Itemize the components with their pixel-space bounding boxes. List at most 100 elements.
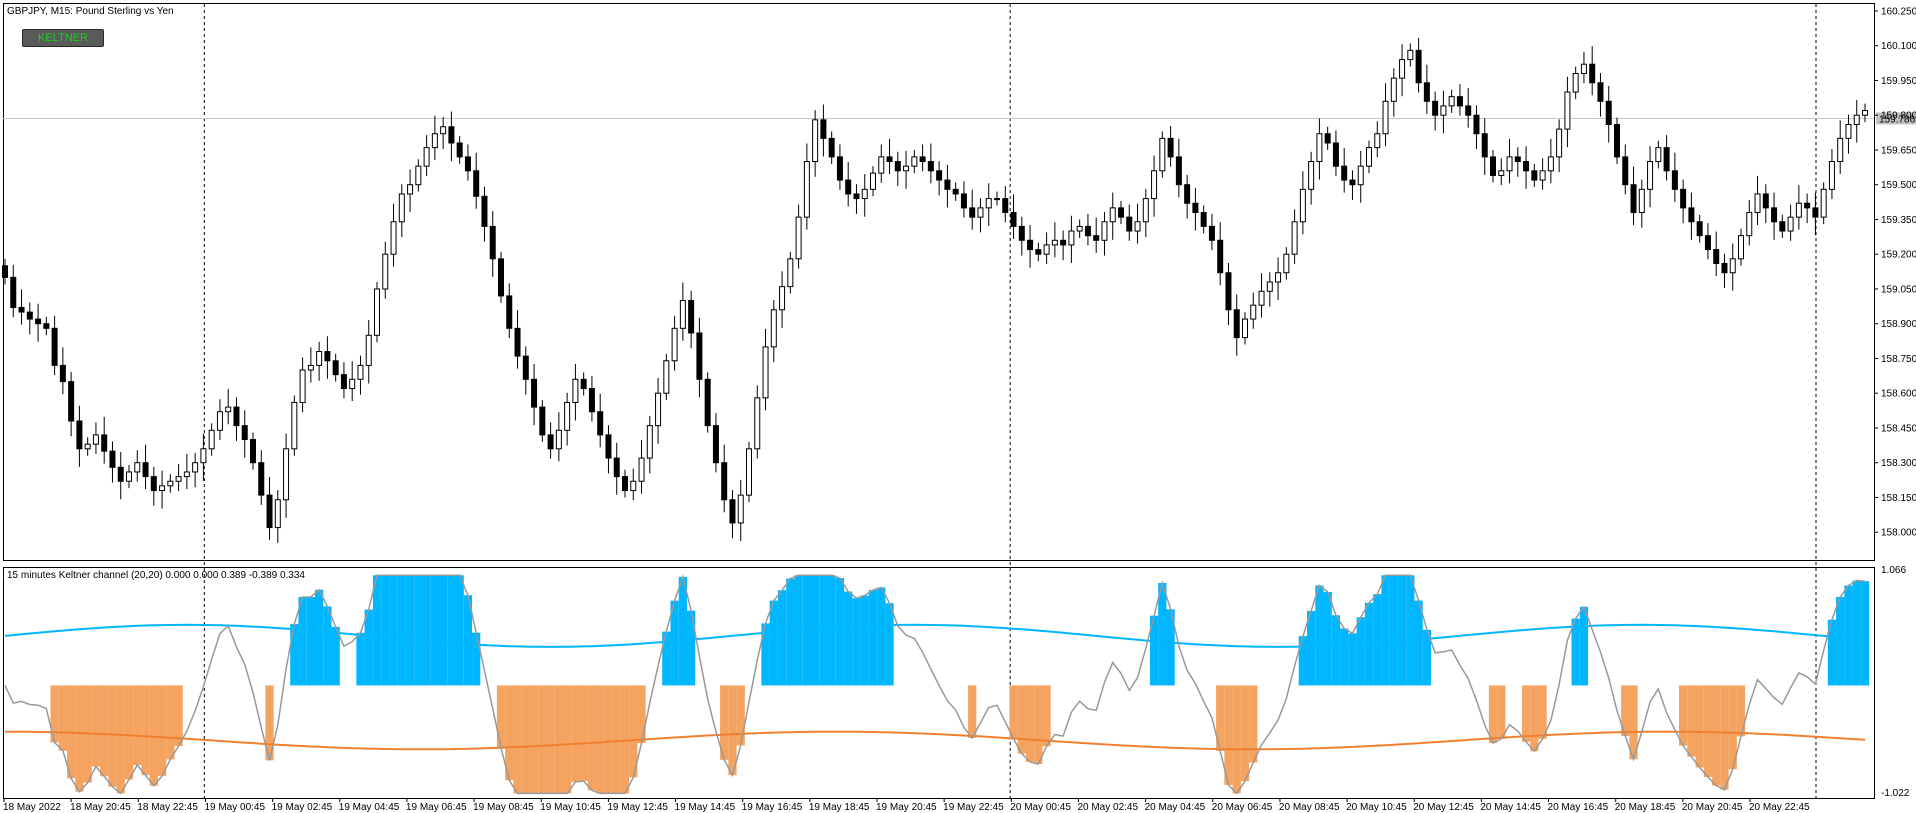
time-tick-label: 19 May 16:45 <box>742 802 803 813</box>
price-tick-label: 159.050 <box>1881 284 1916 295</box>
lower-breakout-bar <box>50 685 59 743</box>
upper-breakout-bar <box>860 595 869 686</box>
candle-body <box>142 462 149 478</box>
candle-body <box>1696 221 1703 237</box>
lower-breakout-bar <box>1497 685 1506 739</box>
candle-body <box>1167 137 1174 158</box>
candle-body <box>1192 202 1199 214</box>
lower-breakout-bar <box>728 685 737 776</box>
time-tick-label: 20 May 08:45 <box>1279 802 1340 813</box>
time-tick-label: 19 May 12:45 <box>607 802 668 813</box>
lower-breakout-bar <box>75 685 84 792</box>
candle-body <box>1473 114 1480 135</box>
time-tick-label: 18 May 22:45 <box>137 802 198 813</box>
candle-body <box>167 480 174 487</box>
lower-breakout-bar <box>1240 685 1250 782</box>
candle-body <box>415 165 422 186</box>
candle-body <box>638 457 645 482</box>
lower-breakout-bar <box>1687 685 1696 757</box>
time-tick-label: 18 May 2022 <box>3 802 61 813</box>
candle-body <box>291 401 298 450</box>
candle-body <box>555 429 562 450</box>
candle-body <box>564 401 571 431</box>
price-tick-label: 160.100 <box>1881 41 1916 52</box>
candle-body <box>712 425 719 464</box>
candle-body <box>1614 123 1620 158</box>
upper-breakout-bar <box>1397 575 1407 686</box>
candle-body <box>1523 161 1530 172</box>
upper-band-line <box>4 623 1866 648</box>
lower-breakout-bar <box>133 685 142 766</box>
candle-body <box>18 306 25 313</box>
candle-body <box>770 309 777 348</box>
candle-body <box>1481 133 1488 158</box>
lower-breakout-bar <box>637 685 646 744</box>
price-tick-label: 158.000 <box>1881 528 1916 539</box>
upper-breakout-bar <box>1331 615 1341 686</box>
time-tick-label: 20 May 10:45 <box>1346 802 1407 813</box>
candle-body <box>1490 156 1496 176</box>
keltner-button[interactable]: KELTNER <box>22 29 104 47</box>
candle-body <box>688 300 695 334</box>
upper-breakout-bar <box>1323 591 1332 686</box>
upper-breakout-bar <box>298 596 307 686</box>
upper-breakout-bar <box>1422 629 1431 686</box>
candle-body <box>952 188 959 195</box>
candle-body <box>1589 63 1596 84</box>
lower-breakout-bar <box>604 685 613 794</box>
candle-body <box>795 216 802 260</box>
candle-body <box>1151 170 1158 200</box>
candle-body <box>630 480 637 492</box>
upper-breakout-bar <box>422 575 431 686</box>
candle-body <box>183 471 190 478</box>
upper-breakout-bar <box>835 578 845 686</box>
candle-body <box>1010 212 1017 227</box>
candle-body <box>374 288 380 336</box>
upper-breakout-bar <box>1836 597 1845 686</box>
lower-breakout-bar <box>1216 685 1225 752</box>
candle-body <box>704 378 711 427</box>
upper-breakout-bar <box>306 597 315 686</box>
candle-body <box>696 332 703 380</box>
oscillator-line <box>4 574 1866 795</box>
candle-body <box>1671 170 1678 190</box>
upper-breakout-bar <box>1414 600 1423 686</box>
upper-breakout-bar <box>331 626 340 686</box>
time-tick-label: 19 May 20:45 <box>876 802 937 813</box>
candle-body <box>92 434 99 445</box>
current-price-label: 159.786 <box>1879 114 1916 125</box>
candle-body <box>1357 165 1364 186</box>
candle-body <box>894 161 901 172</box>
candle-body <box>531 378 538 408</box>
candle-body <box>1547 156 1554 172</box>
time-tick-label: 19 May 06:45 <box>406 802 467 813</box>
price-tick-label: 158.900 <box>1881 319 1916 330</box>
upper-breakout-bar <box>1389 575 1398 686</box>
candle-body <box>580 378 587 390</box>
candle-body <box>878 156 885 174</box>
lower-breakout-bar <box>1621 685 1630 737</box>
lower-breakout-bar <box>1025 685 1035 762</box>
lower-breakout-bar <box>116 685 125 794</box>
candle-body <box>10 276 17 308</box>
lower-breakout-bar <box>1009 685 1018 739</box>
candle-body <box>597 411 604 436</box>
candle-body <box>1258 290 1265 306</box>
current-price-tag <box>1876 112 1916 125</box>
lower-breakout-bar <box>1720 685 1729 790</box>
price-pane[interactable] <box>3 3 1875 561</box>
upper-breakout-bar <box>868 590 878 686</box>
candle-body <box>1564 91 1571 130</box>
upper-breakout-bar <box>1579 606 1589 686</box>
time-tick-label: 20 May 22:45 <box>1749 802 1810 813</box>
candle-body <box>1630 184 1637 213</box>
candle-body <box>1754 193 1761 213</box>
upper-breakout-bar <box>662 631 671 686</box>
candle-body <box>307 364 314 371</box>
candle-body <box>1060 239 1067 246</box>
lower-breakout-bar <box>149 685 158 786</box>
candle-body <box>299 369 306 403</box>
candle-body <box>192 462 199 473</box>
candle-body <box>1109 207 1116 223</box>
